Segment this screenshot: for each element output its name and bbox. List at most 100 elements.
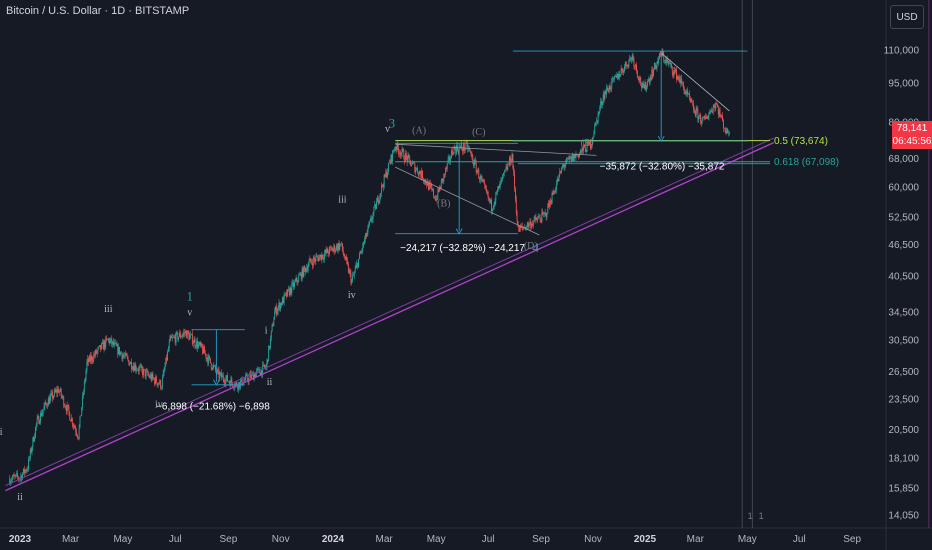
candle-body	[509, 157, 511, 164]
candle-body	[24, 470, 26, 473]
candle-body	[329, 247, 331, 255]
candle-body	[598, 112, 600, 114]
candle-body	[701, 118, 703, 124]
wave-label: iv	[348, 290, 356, 301]
y-tick-label: 26,500	[888, 367, 919, 378]
candle-body	[145, 370, 147, 377]
candle-body	[480, 175, 481, 180]
candle-body	[98, 346, 100, 348]
candle-body	[620, 68, 622, 75]
support-trendline-upper	[5, 137, 774, 487]
candle-body	[705, 116, 706, 119]
candle-body	[273, 319, 275, 327]
measure-2025-arrowhead	[657, 135, 665, 142]
candle-body	[369, 220, 371, 225]
candle-body	[628, 60, 630, 68]
candle-body	[612, 77, 614, 80]
candle-body	[23, 468, 25, 473]
candle-body	[128, 360, 130, 366]
candle-body	[290, 287, 292, 294]
candle-body	[574, 154, 576, 158]
candle-body	[80, 415, 82, 417]
candle-body	[638, 78, 640, 81]
candle-body	[322, 254, 324, 258]
candle-body	[93, 354, 95, 361]
x-tick-label: May	[427, 534, 446, 545]
candle-body	[567, 158, 569, 160]
candle-body	[548, 203, 550, 207]
candle-body	[97, 347, 99, 352]
candle-body	[339, 244, 341, 250]
wedge-upper-line	[660, 52, 730, 112]
x-tick-label: Sep	[219, 534, 237, 545]
candle-body	[193, 339, 195, 343]
candle-body	[622, 70, 624, 73]
candle-body	[564, 165, 566, 167]
y-tick-label: 15,850	[888, 483, 919, 494]
candle-body	[137, 369, 138, 371]
candle-body	[476, 171, 478, 173]
candle-body	[178, 336, 180, 340]
candle-body	[501, 177, 503, 181]
candle-body	[722, 120, 724, 129]
candle-body	[89, 355, 91, 362]
candle-body	[203, 346, 204, 354]
candle-body	[321, 254, 323, 260]
candle-body	[605, 91, 607, 95]
candle-body	[596, 120, 598, 123]
candle-body	[530, 221, 532, 228]
candle-body	[508, 164, 510, 166]
candle-body	[37, 416, 39, 419]
candle-body	[334, 245, 336, 252]
candle-body	[355, 265, 357, 269]
candle-body	[129, 363, 131, 366]
candle-body	[446, 163, 448, 169]
last-price: 78,141	[896, 123, 928, 134]
candle-body	[41, 412, 43, 417]
candle-body	[460, 144, 462, 148]
candle-body	[237, 386, 239, 390]
candle-body	[235, 382, 237, 384]
candle-body	[589, 141, 591, 149]
candle-body	[520, 226, 521, 228]
candle-body	[255, 373, 257, 378]
candle-body	[89, 355, 90, 363]
candle-body	[626, 65, 628, 67]
candle-body	[197, 341, 198, 349]
candle-body	[594, 125, 596, 134]
measure-2023-arrowhead	[212, 379, 220, 386]
candle-body	[221, 375, 223, 378]
candle-body	[183, 332, 185, 334]
wave-label: i	[265, 325, 268, 336]
x-tick-label: 2024	[322, 534, 345, 545]
currency-selector[interactable]: USD	[890, 5, 924, 29]
candle-body	[143, 369, 144, 376]
candle-body	[40, 412, 42, 417]
candle-body	[706, 118, 708, 120]
candle-body	[94, 354, 96, 356]
candle-body	[584, 147, 586, 152]
y-tick-label: 20,500	[888, 425, 919, 436]
candle-body	[22, 468, 24, 474]
candle-body	[352, 275, 354, 281]
candle-body	[671, 66, 673, 74]
candle-body	[175, 332, 177, 343]
candle-body	[631, 55, 633, 61]
y-tick-label: 60,000	[888, 182, 919, 193]
candle-body	[162, 372, 164, 378]
candle-body	[433, 196, 435, 198]
candle-body	[305, 268, 307, 272]
candle-body	[712, 106, 714, 113]
candle-body	[185, 331, 186, 334]
candle-body	[60, 388, 62, 396]
candle-body	[99, 344, 101, 347]
candle-body	[79, 415, 81, 427]
candle-body	[518, 226, 520, 232]
candle-body	[289, 287, 291, 296]
candle-body	[643, 86, 645, 89]
candle-body	[514, 172, 516, 189]
candle-body	[416, 168, 417, 170]
candle-body	[296, 277, 298, 282]
candle-body	[326, 248, 328, 253]
